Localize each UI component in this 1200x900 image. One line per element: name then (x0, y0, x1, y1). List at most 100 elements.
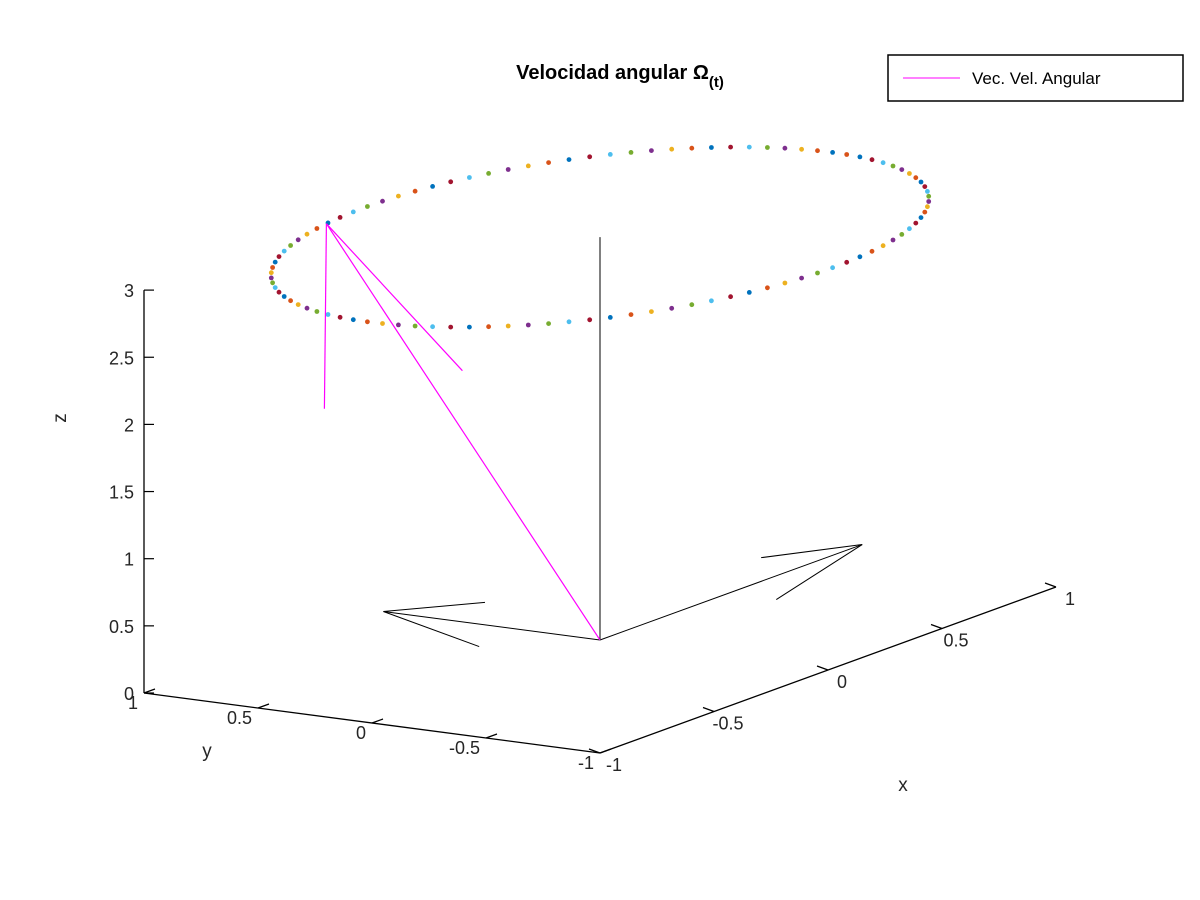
reference-axis (383, 611, 601, 641)
trajectory-point (913, 220, 919, 226)
trajectory-point (314, 309, 320, 314)
trajectory-point (925, 204, 930, 210)
trajectory-point (350, 317, 356, 323)
trajectory-point (844, 259, 850, 265)
trajectory-point (281, 248, 287, 254)
x-tick (1044, 582, 1057, 588)
trajectory-point (922, 209, 928, 215)
trajectory-point (448, 324, 454, 330)
trajectory-point (304, 231, 310, 237)
y-tick (371, 718, 384, 724)
trajectory-point (486, 171, 491, 176)
trajectory-point (728, 144, 733, 150)
trajectory-point (412, 188, 418, 194)
y-axis-label: y (202, 741, 212, 762)
trajectory-point (782, 280, 788, 286)
trajectory-point (587, 317, 593, 323)
y-tick-label: 0.5 (227, 708, 252, 728)
chart-title: Velocidad angular Ω(t) (516, 62, 724, 91)
trajectory-point (396, 193, 401, 199)
reference-axis (599, 544, 863, 641)
x-tick (702, 706, 715, 713)
y-tick (485, 733, 498, 739)
trajectory-point (880, 160, 886, 166)
trajectory-point (546, 321, 551, 326)
x-tick-label: -0.5 (712, 714, 743, 734)
y-tick (143, 688, 156, 694)
trajectory-point (314, 226, 320, 231)
trajectory-point (281, 294, 287, 299)
angular-velocity-vector (323, 223, 601, 641)
trajectory-point (918, 215, 924, 221)
trajectory-point (890, 163, 896, 169)
trajectory-point (815, 148, 820, 154)
trajectory-point (857, 154, 863, 160)
reference-axes (383, 237, 863, 648)
trajectory-point (325, 312, 331, 317)
trajectory-point (890, 237, 896, 243)
trajectory-point (907, 171, 912, 176)
trajectory-point (276, 254, 282, 259)
x-axis-label: x (898, 775, 908, 796)
trajectory-point (505, 167, 511, 172)
trajectory-point (268, 270, 274, 276)
tick-marks (143, 289, 1057, 754)
trajectory-point (448, 179, 454, 185)
circle-trajectory (268, 144, 932, 330)
trajectory-point (830, 265, 835, 271)
trajectory-point (782, 145, 788, 151)
trajectory-point (899, 232, 905, 237)
y-tick (599, 748, 612, 754)
trajectory-point (430, 324, 435, 330)
reference-axis-arrowhead (383, 601, 486, 612)
trajectory-point (925, 189, 930, 194)
trajectory-point (546, 160, 551, 166)
trajectory-point (337, 215, 343, 220)
trajectory-point (830, 150, 835, 155)
reference-axis-arrowhead (776, 544, 863, 600)
trajectory-point (913, 175, 919, 181)
trajectory-point (765, 285, 770, 291)
x-tick (816, 665, 829, 671)
trajectory-point (844, 152, 850, 157)
x-tick (930, 623, 943, 630)
trajectory-point (899, 167, 905, 173)
trajectory-point (709, 298, 714, 304)
trajectory-point (918, 179, 924, 185)
trajectory-point (649, 309, 654, 314)
trajectory-point (268, 275, 274, 281)
trajectory-point (566, 319, 572, 325)
trajectory-point (869, 157, 875, 163)
trajectory-point (365, 319, 370, 325)
trajectory-point (350, 209, 356, 215)
trajectory-point (337, 314, 343, 320)
trajectory-point (628, 150, 634, 155)
trajectory-point (880, 243, 886, 249)
reference-axis-arrowhead (383, 611, 480, 648)
trajectory-point (288, 298, 293, 304)
x-tick-label: 1 (1065, 589, 1075, 609)
trajectory-point (857, 254, 863, 260)
trajectory-point (272, 285, 278, 290)
trajectory-point (412, 323, 418, 329)
trajectory-point (396, 322, 401, 328)
trajectory-point (304, 305, 310, 311)
z-tick-label: 3 (124, 281, 134, 301)
z-axis-label: z (50, 413, 71, 423)
trajectory-point (288, 243, 293, 248)
trajectory-point (649, 148, 654, 154)
trajectory-point (467, 324, 472, 330)
trajectory-point (669, 146, 675, 152)
trajectory-point (746, 144, 752, 150)
trajectory-point (907, 226, 912, 232)
trajectory-point (270, 280, 275, 286)
legend: Vec. Vel. Angular (887, 54, 1184, 102)
trajectory-point (525, 322, 531, 328)
angular-velocity-arrowhead (323, 223, 327, 409)
trajectory-point (486, 324, 491, 330)
trajectory-point (380, 321, 385, 326)
x-tick-label: 0.5 (943, 631, 968, 651)
y-tick-label: 1 (128, 693, 138, 713)
